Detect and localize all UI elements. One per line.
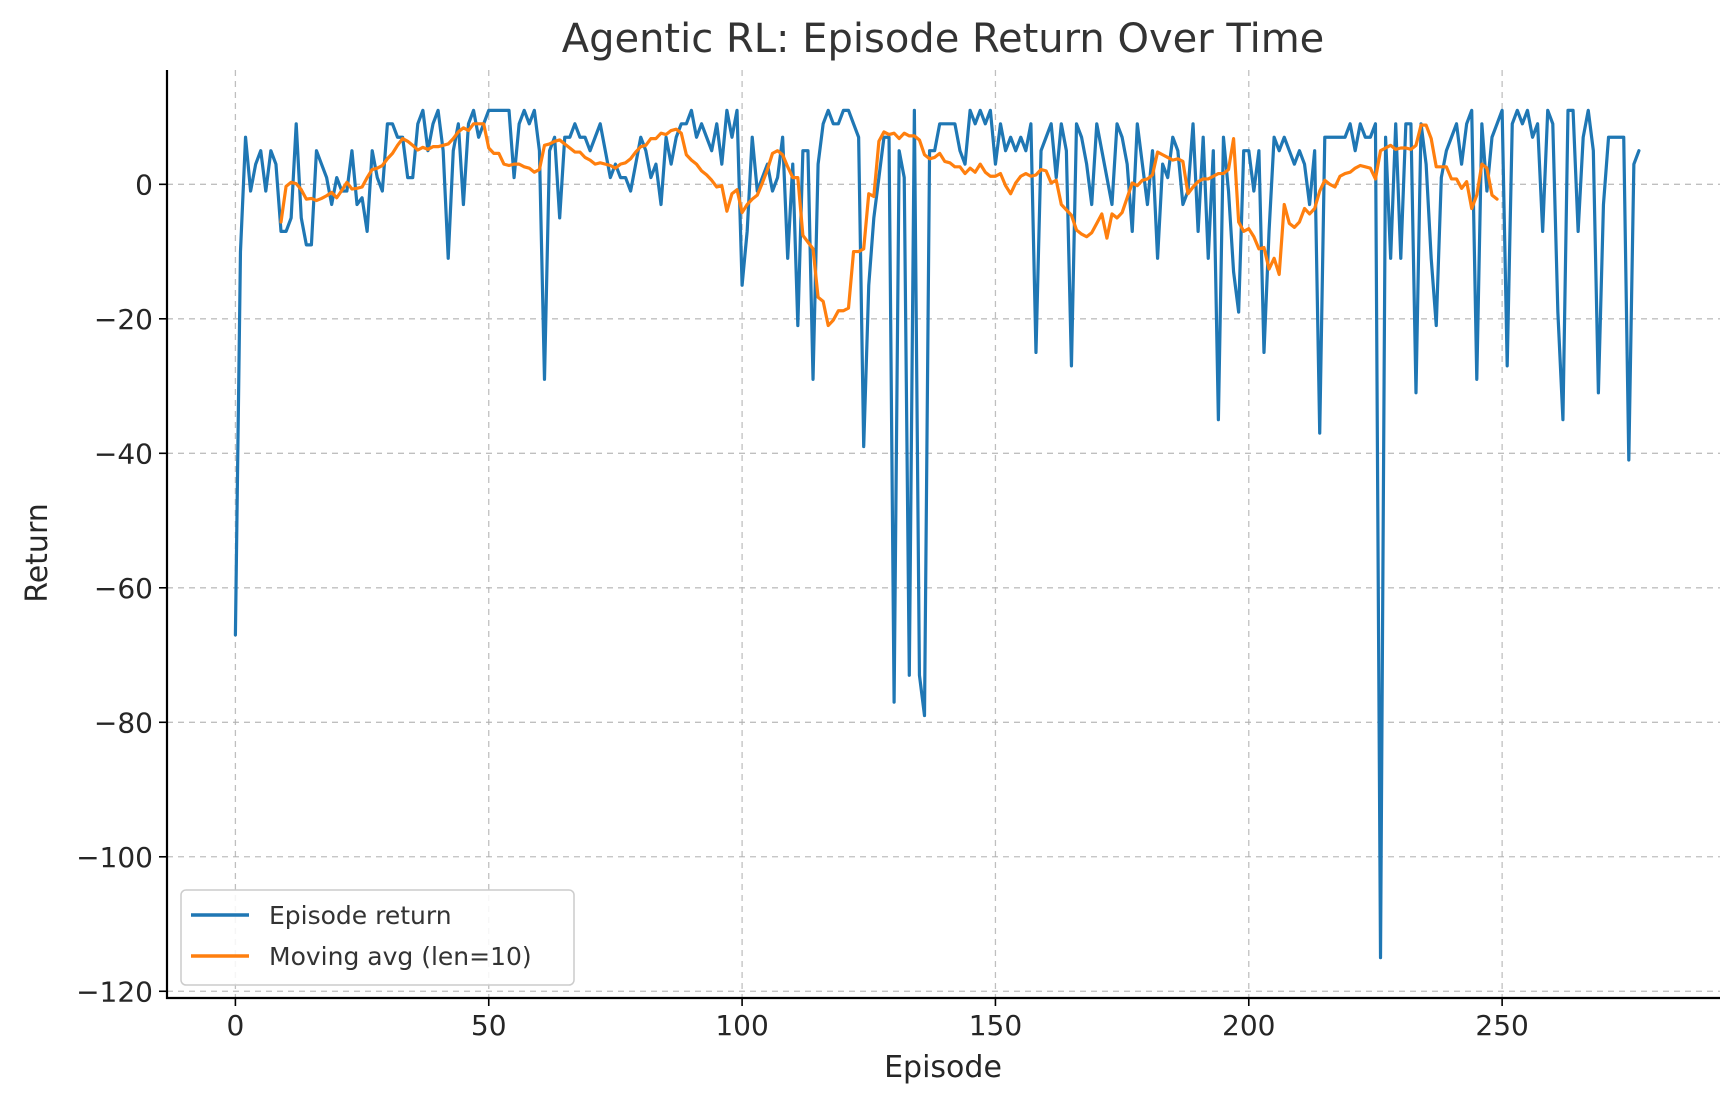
y-tick-label: −60 — [94, 572, 153, 605]
y-tick-label: −20 — [94, 303, 153, 336]
x-tick-label: 150 — [969, 1009, 1022, 1042]
x-tick-label: 0 — [226, 1009, 244, 1042]
grid-layer — [167, 70, 1720, 998]
ticks-layer: 0 50 100 150 200 250 0 −20 −40 −60 −80 −100 −120 — [76, 168, 1529, 1042]
x-tick-label: 50 — [471, 1009, 507, 1042]
x-axis-title: Episode — [884, 1050, 1002, 1085]
series-line-moving-avg — [279, 122, 1499, 328]
legend-label-episode-return: Episode return — [269, 901, 452, 930]
axes-layer — [165, 70, 1720, 1000]
y-tick-label: −100 — [76, 841, 153, 874]
chart-title: Agentic RL: Episode Return Over Time — [562, 16, 1325, 62]
series-layer — [233, 108, 1641, 960]
x-tick-label: 100 — [715, 1009, 768, 1042]
x-tick-label: 200 — [1222, 1009, 1275, 1042]
y-tick-label: 0 — [135, 168, 153, 201]
y-axis-title: Return — [20, 503, 55, 603]
y-tick-label: −80 — [94, 706, 153, 739]
y-tick-label: −120 — [76, 975, 153, 1008]
series-line-episode-return — [233, 108, 1641, 960]
y-tick-label: −40 — [94, 437, 153, 470]
legend: Episode return Moving avg (len=10) — [180, 889, 575, 986]
legend-box — [180, 889, 575, 986]
legend-label-moving-avg: Moving avg (len=10) — [269, 942, 532, 971]
axis-spines — [165, 70, 1720, 1000]
x-tick-label: 250 — [1475, 1009, 1528, 1042]
